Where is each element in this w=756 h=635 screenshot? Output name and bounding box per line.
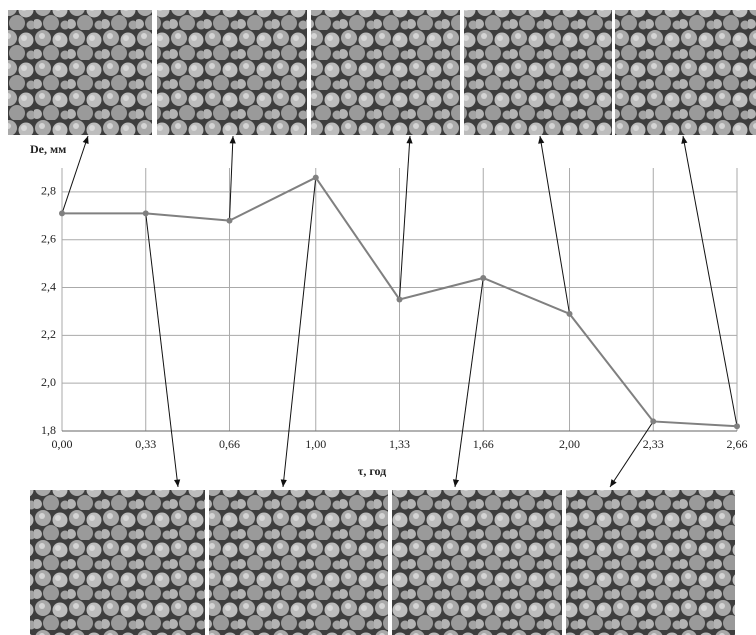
y-tick-label: 2,0 <box>41 375 56 389</box>
x-tick-label: 1,66 <box>473 437 494 451</box>
photo <box>209 490 388 635</box>
photo <box>311 10 460 135</box>
y-tick-label: 1,8 <box>41 423 56 437</box>
point <box>567 311 573 317</box>
arrow-head <box>83 136 89 144</box>
y-axis-title: De, мм <box>30 142 66 156</box>
photo <box>392 490 562 635</box>
x-tick-label: 0,33 <box>135 437 156 451</box>
y-tick-label: 2,2 <box>41 327 56 341</box>
arrow <box>229 136 233 221</box>
point <box>226 218 232 224</box>
x-tick-label: 2,33 <box>643 437 664 451</box>
arrow-head <box>453 479 459 487</box>
arrow <box>455 278 483 487</box>
photo <box>30 490 205 635</box>
photo <box>157 10 307 135</box>
point <box>734 423 740 429</box>
x-tick-label: 1,33 <box>389 437 410 451</box>
x-axis-title: τ, год <box>358 464 386 478</box>
photo <box>566 490 735 635</box>
x-tick-label: 0,66 <box>219 437 240 451</box>
x-tick-label: 0,00 <box>52 437 73 451</box>
arrow-head <box>230 136 236 143</box>
arrow-head <box>174 479 180 487</box>
point <box>397 297 403 303</box>
x-tick-label: 2,00 <box>559 437 580 451</box>
point <box>313 175 319 181</box>
y-tick-label: 2,6 <box>41 231 56 245</box>
photo <box>8 10 152 135</box>
photo <box>464 10 612 135</box>
y-tick-label: 2,4 <box>41 279 56 293</box>
x-tick-label: 1,00 <box>305 437 326 451</box>
arrow <box>400 136 411 300</box>
point <box>650 418 656 424</box>
arrow-head <box>406 136 412 144</box>
point <box>143 210 149 216</box>
point <box>480 275 486 281</box>
arrow-head <box>538 136 544 144</box>
point <box>59 210 65 216</box>
y-tick-label: 2,8 <box>41 184 56 198</box>
page: {"chart_data": {"type": "line", "x_label… <box>0 0 756 635</box>
x-tick-label: 2,66 <box>727 437 748 451</box>
photos <box>8 10 756 635</box>
chart: De, мм τ, год 1,8 2,0 2,2 2,4 2,6 2,8 0,00 0,33… <box>0 0 756 635</box>
photo <box>615 10 756 135</box>
arrow-head <box>610 479 617 487</box>
arrow-head <box>281 479 287 487</box>
arrow-head <box>681 136 687 144</box>
